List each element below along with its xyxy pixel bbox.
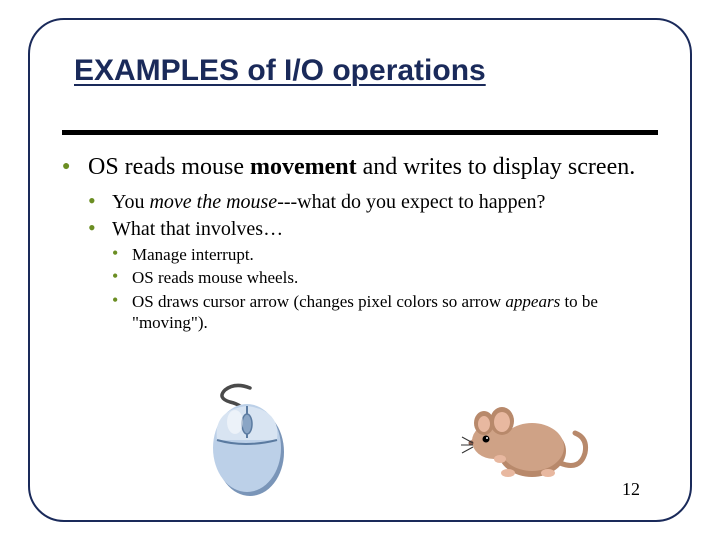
- l3a-text: Manage interrupt.: [132, 245, 254, 264]
- l1-text-prefix: OS reads mouse: [88, 154, 250, 180]
- title-divider: [62, 130, 658, 135]
- slide-body: OS reads mouse movement and writes to di…: [62, 152, 658, 335]
- l1-text-bold: movement: [250, 154, 357, 180]
- l3c-italic: appears: [505, 292, 560, 311]
- slide-frame-container: EXAMPLES of I/O operations OS reads mous…: [0, 0, 720, 540]
- bullet-level1: OS reads mouse movement and writes to di…: [62, 152, 658, 182]
- l3c-prefix: OS draws cursor arrow (changes pixel col…: [132, 292, 505, 311]
- bullet-level2-a: You move the mouse---what do you expect …: [88, 190, 658, 215]
- page-number: 12: [622, 479, 640, 500]
- bullet-level3-c: OS draws cursor arrow (changes pixel col…: [112, 291, 658, 334]
- l1-text-suffix: and writes to display screen.: [357, 154, 636, 180]
- cartoon-rat-icon: [460, 393, 590, 488]
- computer-mouse-icon: [195, 380, 305, 500]
- bullet-level3-a: Manage interrupt.: [112, 244, 658, 265]
- bullet-level2-b: What that involves…: [88, 217, 658, 242]
- l2a-prefix: You: [112, 191, 149, 213]
- l2a-italic: move the mouse: [149, 191, 277, 213]
- l2b-text: What that involves…: [112, 218, 283, 240]
- bullet-level3-b: OS reads mouse wheels.: [112, 267, 658, 288]
- l3b-text: OS reads mouse wheels.: [132, 268, 298, 287]
- slide-title: EXAMPLES of I/O operations: [74, 54, 486, 88]
- l2a-suffix: ---what do you expect to happen?: [277, 191, 545, 213]
